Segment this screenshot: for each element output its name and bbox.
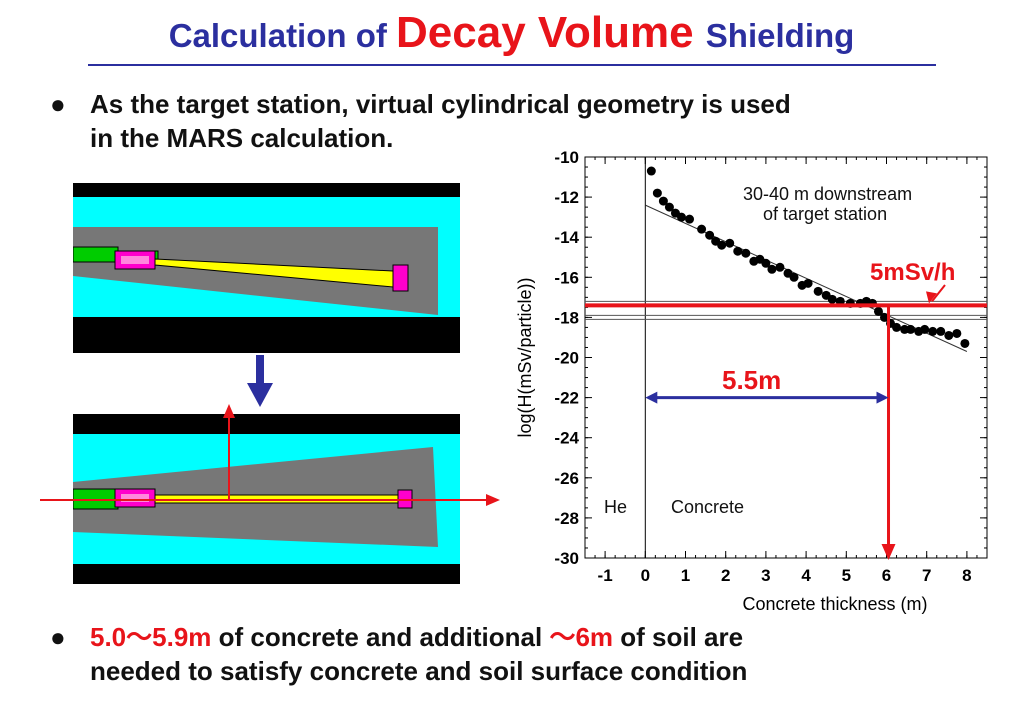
concrete-range: 5.0～5.9m bbox=[90, 622, 212, 652]
soil-range: ～6m bbox=[549, 622, 614, 652]
location-note: 30-40 m downstream of target station bbox=[743, 184, 912, 224]
bullet-2-mid: of concrete and additional bbox=[211, 622, 550, 652]
data-point bbox=[733, 246, 743, 256]
y-tick-label: -24 bbox=[554, 429, 579, 448]
data-point bbox=[944, 330, 954, 340]
location-line1: 30-40 m downstream bbox=[743, 184, 913, 204]
location-line2: of target station bbox=[763, 204, 888, 224]
bullet-marker: ● bbox=[50, 622, 66, 652]
y-axis-label: log(H(mSv/particle)) bbox=[515, 277, 535, 437]
cylinder-axis-arrows bbox=[40, 404, 500, 506]
bullet-1-line2: in the MARS calculation. bbox=[90, 123, 394, 153]
data-point bbox=[767, 264, 777, 274]
data-point bbox=[813, 286, 823, 296]
data-point bbox=[892, 322, 902, 332]
x-tick-label: 3 bbox=[761, 566, 770, 585]
thickness-result-label: 5.5m bbox=[722, 365, 782, 395]
data-point bbox=[906, 324, 916, 334]
bullet-2-end: of soil are bbox=[613, 622, 744, 652]
y-tick-label: -30 bbox=[554, 549, 579, 568]
data-point bbox=[725, 238, 735, 248]
title-highlight: Decay Volume bbox=[396, 8, 706, 57]
bullet-1: ● As the target station, virtual cylindr… bbox=[50, 87, 970, 155]
y-tick-label: -22 bbox=[554, 389, 579, 408]
data-point bbox=[705, 230, 715, 240]
x-tick-label: 0 bbox=[641, 566, 650, 585]
y-tick-label: -18 bbox=[554, 308, 579, 327]
x-tick-label: 2 bbox=[721, 566, 730, 585]
title-underline bbox=[88, 64, 936, 66]
data-point bbox=[952, 328, 962, 338]
region-concrete-label: Concrete bbox=[671, 497, 745, 517]
data-point bbox=[761, 258, 771, 268]
dose-limit-pointer-head bbox=[926, 291, 937, 304]
x-tick-label: 5 bbox=[842, 566, 851, 585]
data-point bbox=[676, 212, 686, 222]
data-point bbox=[920, 324, 930, 334]
data-point bbox=[775, 262, 785, 272]
down-arrow-icon bbox=[247, 355, 273, 407]
bullet-1-line1: As the target station, virtual cylindric… bbox=[90, 89, 791, 119]
x-tick-label: 1 bbox=[681, 566, 690, 585]
data-point bbox=[658, 196, 668, 206]
y-tick-label: -16 bbox=[554, 268, 579, 287]
x-tick-label: -1 bbox=[598, 566, 613, 585]
title-part1: Calculation of bbox=[168, 17, 397, 54]
data-point bbox=[873, 306, 883, 316]
slide-title: Calculation of Decay Volume Shielding bbox=[0, 8, 1023, 58]
bullet-marker: ● bbox=[50, 89, 66, 119]
title-part3: Shielding bbox=[705, 17, 855, 54]
data-point bbox=[879, 312, 889, 322]
dose-limit-pointer bbox=[931, 284, 946, 302]
y-tick-label: -20 bbox=[554, 349, 579, 368]
thickness-drop-arrowhead bbox=[881, 544, 896, 560]
thickness-span-arrowhead-right bbox=[876, 391, 889, 404]
x-tick-label: 7 bbox=[922, 566, 931, 585]
data-point bbox=[685, 214, 695, 224]
data-point bbox=[936, 326, 946, 336]
data-point bbox=[928, 326, 938, 336]
y-tick-label: -14 bbox=[554, 228, 579, 247]
dose-limit-label: 5mSv/h bbox=[870, 259, 956, 286]
data-point bbox=[697, 224, 707, 234]
geometry-top-figure bbox=[73, 183, 460, 353]
bullet-2-line1: 5.0～5.9m of concrete and additional ～6m … bbox=[90, 620, 990, 654]
x-tick-label: 4 bbox=[801, 566, 811, 585]
x-tick-label: 6 bbox=[882, 566, 891, 585]
x-axis-label: Concrete thickness (m) bbox=[742, 594, 927, 614]
data-point bbox=[803, 278, 813, 288]
data-point bbox=[960, 338, 970, 348]
bullet-2: ● 5.0～5.9m of concrete and additional ～6… bbox=[50, 620, 990, 688]
bullet-2-line2: needed to satisfy concrete and soil surf… bbox=[90, 656, 748, 686]
data-point bbox=[827, 294, 837, 304]
y-tick-label: -12 bbox=[554, 188, 579, 207]
dose-chart: -10-12-14-16-18-20-22-24-26-28-30-1 0 1 2 3 4… bbox=[515, 148, 988, 614]
data-point bbox=[652, 188, 662, 198]
x-tick-label: 8 bbox=[962, 566, 971, 585]
region-he-label: He bbox=[604, 497, 628, 517]
data-point bbox=[664, 202, 674, 212]
y-tick-label: -28 bbox=[554, 509, 579, 528]
data-point bbox=[646, 166, 656, 176]
data-point bbox=[717, 240, 727, 250]
thickness-span-arrowhead-left bbox=[645, 391, 658, 404]
data-point bbox=[741, 248, 751, 258]
y-tick-label: -10 bbox=[554, 148, 579, 167]
y-tick-label: -26 bbox=[554, 469, 579, 488]
data-point bbox=[789, 272, 799, 282]
plot-frame bbox=[584, 156, 988, 559]
